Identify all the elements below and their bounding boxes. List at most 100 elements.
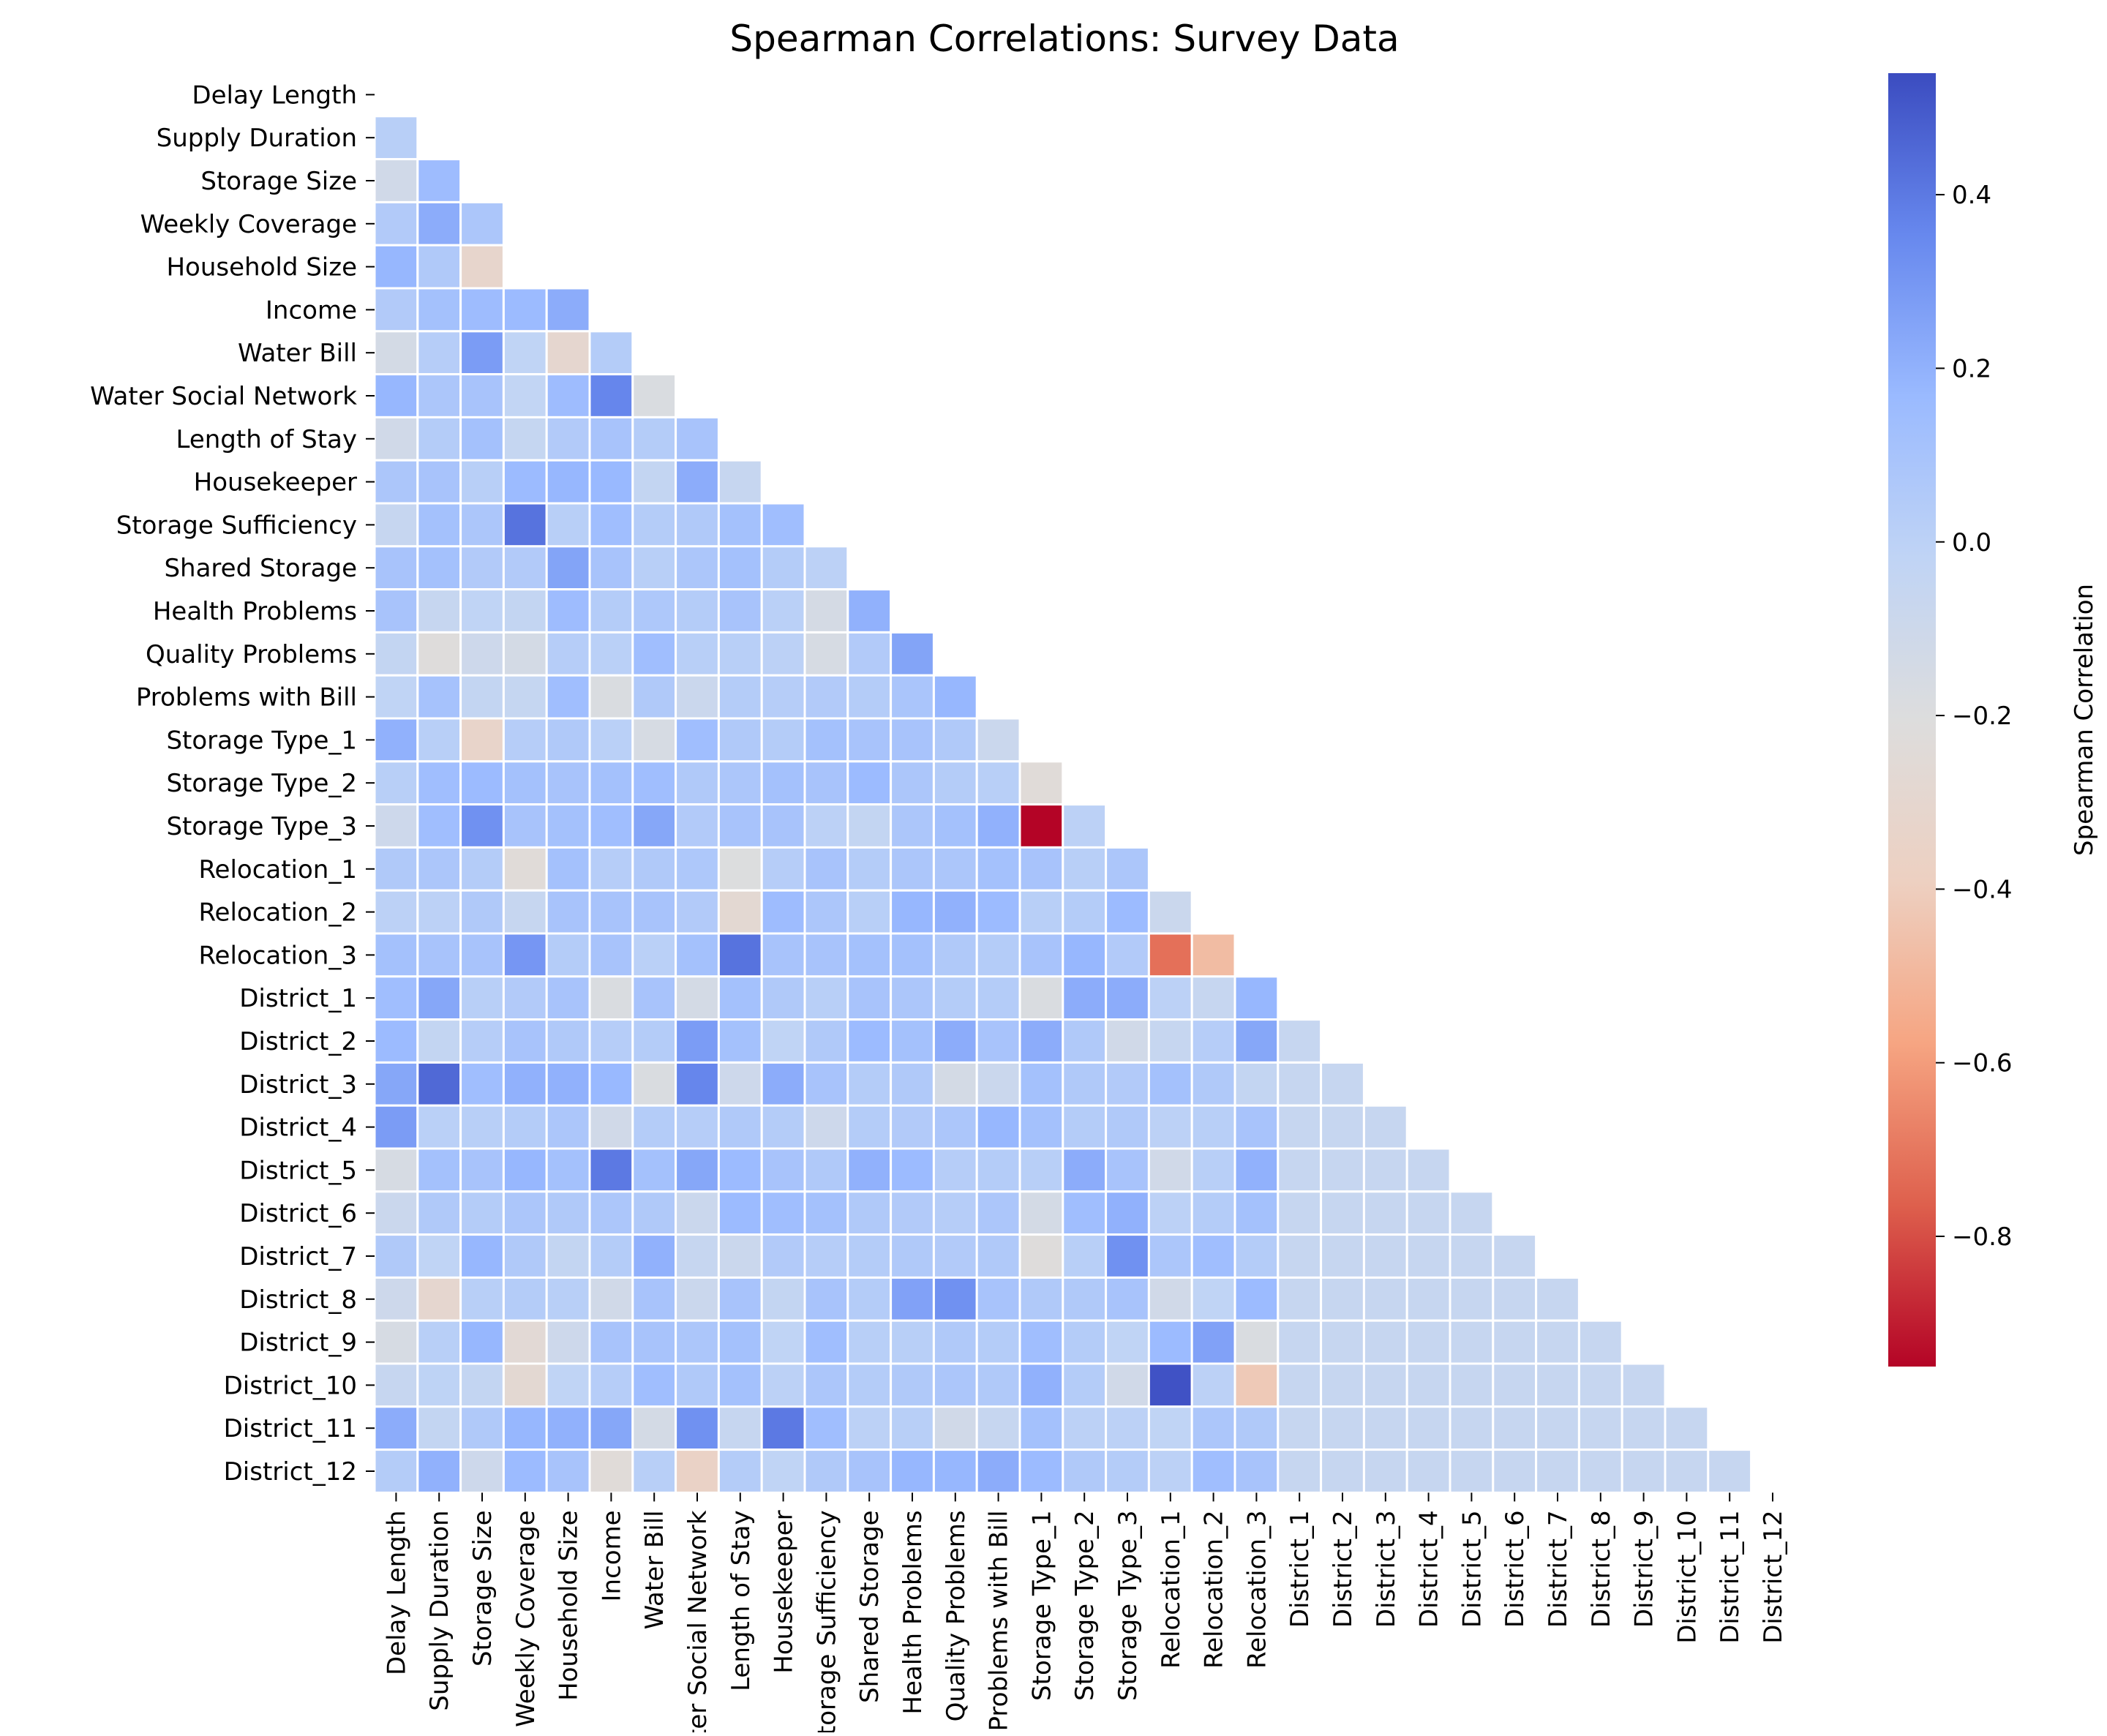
- heatmap-cell: [846, 760, 893, 806]
- x-tick-label: District_4: [1415, 1510, 1444, 1628]
- heatmap-cell: [846, 932, 893, 978]
- heatmap-cell: [717, 674, 763, 720]
- heatmap-cell: [1277, 1405, 1323, 1451]
- heatmap-cell: [631, 545, 677, 591]
- colorbar-tick-label: −0.8: [1952, 1222, 2013, 1252]
- x-tick-label: District_10: [1672, 1510, 1702, 1643]
- heatmap-cell: [932, 1190, 978, 1236]
- heatmap-cell: [846, 889, 893, 935]
- x-tick-label: Relocation_2: [1200, 1510, 1229, 1669]
- heatmap-cell: [545, 889, 591, 935]
- heatmap-cell: [760, 1104, 806, 1150]
- heatmap-cell: [502, 330, 548, 376]
- heatmap-cell: [459, 760, 505, 806]
- heatmap-cell: [1105, 1018, 1150, 1064]
- heatmap-cell: [1018, 1319, 1064, 1365]
- heatmap-cell: [675, 932, 720, 978]
- heatmap-cell: [717, 1362, 763, 1408]
- heatmap-cell: [459, 1319, 505, 1365]
- heatmap-cell: [1018, 1448, 1064, 1494]
- heatmap-cell: [459, 1061, 505, 1107]
- heatmap-cell: [803, 1405, 849, 1451]
- heatmap-cell: [803, 631, 849, 677]
- heatmap-cell: [502, 1319, 548, 1365]
- heatmap-cell: [1233, 1147, 1280, 1193]
- heatmap-cell: [803, 1104, 849, 1150]
- heatmap-cell: [803, 674, 849, 720]
- y-tick-label: District_4: [239, 1113, 357, 1143]
- heatmap-cell: [631, 1362, 677, 1408]
- heatmap-cell: [1277, 1319, 1323, 1365]
- y-tick-label: Housekeeper: [194, 468, 357, 497]
- heatmap-cell: [1320, 1147, 1365, 1193]
- heatmap-cell: [1062, 1319, 1108, 1365]
- heatmap-cell: [588, 1276, 634, 1322]
- heatmap-cell: [502, 287, 548, 333]
- y-tick-label: District_7: [239, 1242, 357, 1271]
- heatmap-cell: [459, 1233, 505, 1279]
- heatmap-cell: [545, 1448, 591, 1494]
- heatmap-cell: [373, 200, 419, 247]
- heatmap-cell: [502, 1448, 548, 1494]
- heatmap-cell: [1147, 889, 1193, 935]
- y-tick-label: Storage Size: [200, 167, 357, 196]
- x-tick-label: Health Problems: [898, 1510, 928, 1714]
- heatmap-cell: [373, 1405, 419, 1451]
- heatmap-cell: [416, 1018, 462, 1064]
- heatmap-cell: [588, 1190, 634, 1236]
- heatmap-cell: [373, 115, 419, 161]
- heatmap-cell: [1062, 889, 1108, 935]
- heatmap-cell: [416, 158, 462, 203]
- heatmap-cell: [1018, 1362, 1064, 1408]
- y-tick-label: Health Problems: [153, 597, 357, 626]
- heatmap-cell: [760, 1061, 806, 1107]
- heatmap-cell: [675, 1448, 720, 1494]
- heatmap-cell: [631, 889, 677, 935]
- y-tick-label: District_11: [224, 1414, 357, 1443]
- heatmap-cell: [588, 1233, 634, 1279]
- heatmap-cell: [717, 502, 763, 548]
- heatmap-cell: [1405, 1319, 1451, 1365]
- heatmap-cell: [1535, 1276, 1580, 1322]
- heatmap-cell: [717, 1018, 763, 1064]
- heatmap-cell: [1062, 1233, 1108, 1279]
- heatmap-cell: [1233, 1319, 1280, 1365]
- heatmap-cell: [1449, 1362, 1495, 1408]
- heatmap-cell: [890, 674, 935, 720]
- heatmap-cell: [1620, 1448, 1667, 1494]
- heatmap-cell: [1018, 1104, 1064, 1150]
- heatmap-cell: [373, 932, 419, 978]
- heatmap-cell: [1577, 1448, 1623, 1494]
- heatmap-cell: [675, 1362, 720, 1408]
- heatmap-cell: [588, 760, 634, 806]
- heatmap-cell: [631, 1233, 677, 1279]
- colorbar-tick-label: −0.4: [1952, 875, 2013, 904]
- heatmap-cell: [803, 803, 849, 849]
- heatmap-cell: [717, 1319, 763, 1365]
- heatmap-cell: [846, 1018, 893, 1064]
- heatmap-cell: [631, 1276, 677, 1322]
- x-tick-label: District_5: [1457, 1510, 1487, 1628]
- heatmap-cell: [545, 1405, 591, 1451]
- heatmap-cell: [1535, 1319, 1580, 1365]
- heatmap-cell: [975, 1405, 1021, 1451]
- heatmap-cell: [932, 1233, 978, 1279]
- heatmap-cell: [373, 287, 419, 333]
- heatmap-cell: [459, 717, 505, 763]
- y-tick-label: Water Bill: [238, 339, 357, 368]
- heatmap-cell: [803, 932, 849, 978]
- heatmap-cell: [1664, 1448, 1710, 1494]
- heatmap-cell: [1449, 1190, 1495, 1236]
- heatmap-cell: [1233, 1233, 1280, 1279]
- heatmap-cell: [588, 975, 634, 1021]
- heatmap-cell: [890, 1448, 935, 1494]
- heatmap-cell: [1147, 1190, 1193, 1236]
- heatmap-cell: [545, 1018, 591, 1064]
- heatmap-cell: [502, 588, 548, 634]
- heatmap-cell: [1492, 1319, 1538, 1365]
- heatmap-cell: [717, 1190, 763, 1236]
- heatmap-cell: [717, 889, 763, 935]
- heatmap-cell: [545, 760, 591, 806]
- heatmap-cell: [459, 1405, 505, 1451]
- heatmap-cell: [459, 1190, 505, 1236]
